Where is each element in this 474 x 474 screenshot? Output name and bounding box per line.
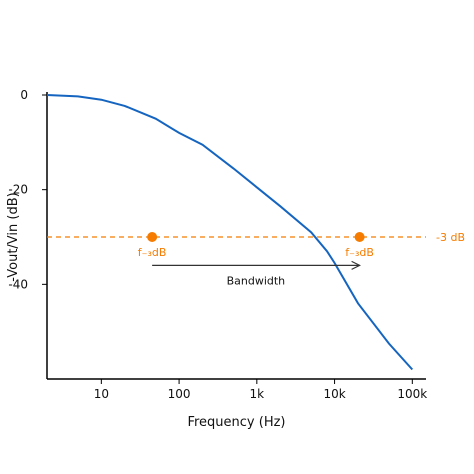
cutoff-marker-label: f₋₃dB: [345, 246, 374, 259]
y-axis-title: -Vout/Vin (dB): [6, 192, 21, 281]
markers: f₋₃dB f₋₃dB: [138, 232, 374, 259]
x-tick-label: 100: [168, 387, 191, 401]
cutoff-marker: [354, 232, 365, 242]
y-tick-label: -20: [8, 183, 28, 197]
bandwidth-label: Bandwidth: [227, 274, 286, 287]
series-line: [46, 94, 414, 371]
y-tick-label: 0: [20, 88, 28, 102]
x-tick-label: 10k: [323, 387, 345, 401]
cutoff-marker-label: f₋₃dB: [138, 246, 167, 259]
y-ticks: 0 -20 -40: [8, 88, 47, 291]
y-tick-label: -40: [8, 277, 28, 291]
axes: [46, 92, 426, 380]
x-axis-title: Frequency (Hz): [187, 415, 285, 430]
reference-line-label: -3 dB: [436, 231, 465, 244]
x-tick-label: 100k: [397, 387, 427, 401]
cutoff-marker: [147, 232, 158, 242]
x-ticks: 10 100 1k 10k 100k: [94, 379, 427, 401]
bandwidth-annotation: Bandwidth: [152, 260, 361, 287]
bandwidth-arrow-head: [351, 260, 361, 270]
x-tick-label: 10: [94, 387, 109, 401]
x-tick-label: 1k: [250, 387, 265, 401]
